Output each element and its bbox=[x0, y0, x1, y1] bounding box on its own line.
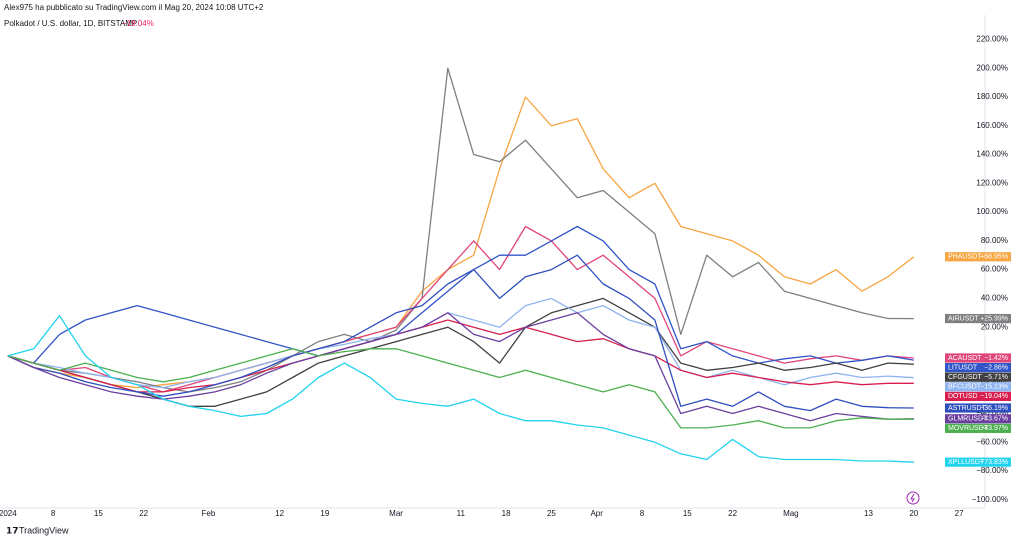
x-tick-label: 18 bbox=[502, 509, 511, 518]
end-label-value: +68.95% bbox=[980, 254, 1008, 261]
x-tick-label: 15 bbox=[94, 509, 103, 518]
x-tick-label: Mag bbox=[783, 509, 799, 518]
end-label-value: −19.04% bbox=[980, 393, 1008, 400]
end-label-name: GLMRUSDT bbox=[948, 416, 988, 423]
y-tick-label: 20.00% bbox=[981, 322, 1008, 331]
end-label-value: −15.13% bbox=[980, 384, 1008, 391]
end-label-value: −1.42% bbox=[984, 355, 1008, 362]
series-line bbox=[7, 96, 915, 389]
end-label-name: PHAUSDT bbox=[948, 254, 982, 261]
end-label-name: DOTUSD bbox=[948, 393, 978, 400]
end-label-box bbox=[945, 372, 1011, 382]
end-label-value: −73.83% bbox=[980, 459, 1008, 466]
end-label-value: −5.71% bbox=[984, 374, 1008, 381]
y-tick-label: 40.00% bbox=[981, 294, 1008, 303]
end-label-box bbox=[945, 382, 1011, 392]
x-tick-label: 11 bbox=[457, 509, 466, 518]
x-tick-label: 13 bbox=[864, 509, 873, 518]
series-line bbox=[7, 225, 914, 393]
end-label-name: ASTRUSDT bbox=[948, 405, 986, 412]
end-label-value: −2.86% bbox=[984, 364, 1008, 371]
y-tick-label: −80.00% bbox=[976, 466, 1008, 475]
series-line bbox=[7, 225, 914, 364]
end-label-value: −43.67% bbox=[980, 416, 1008, 423]
end-label-value: −43.97% bbox=[980, 425, 1008, 432]
series-line bbox=[7, 297, 914, 407]
series-line bbox=[7, 312, 914, 422]
end-label-box bbox=[945, 414, 1011, 424]
end-label-name: AIRUSDT bbox=[948, 315, 979, 322]
end-label-name: BFCUSDT bbox=[948, 384, 982, 391]
series-line bbox=[7, 254, 914, 412]
x-tick-label: 8 bbox=[640, 509, 645, 518]
end-label-box bbox=[945, 403, 1011, 413]
x-tick-label: 12 bbox=[275, 509, 284, 518]
x-tick-label: 2024 bbox=[0, 509, 17, 518]
y-tick-label: 220.00% bbox=[976, 35, 1008, 44]
x-tick-label: 25 bbox=[547, 509, 556, 518]
end-label-box bbox=[945, 423, 1011, 433]
x-tick-label: Feb bbox=[201, 509, 215, 518]
end-label-box bbox=[945, 252, 1011, 262]
brand-logo: 𝟭𝟳 bbox=[6, 525, 19, 535]
y-tick-label: 100.00% bbox=[976, 207, 1008, 216]
x-tick-label: Mar bbox=[389, 509, 403, 518]
x-tick-label: 22 bbox=[139, 509, 148, 518]
end-label-name: CFGUSDT bbox=[948, 374, 983, 381]
brand-name: TradingView bbox=[19, 525, 69, 535]
end-label-name: XPLLUSDT bbox=[948, 459, 985, 466]
x-tick-label: 22 bbox=[728, 509, 737, 518]
header-title: Alex975 ha pubblicato su TradingView.com… bbox=[4, 3, 264, 12]
y-tick-label: −60.00% bbox=[976, 437, 1008, 446]
x-tick-label: 15 bbox=[683, 509, 692, 518]
y-tick-label: −100.00% bbox=[972, 495, 1008, 504]
alert-icon-bolt bbox=[910, 493, 915, 503]
end-label-box bbox=[945, 362, 1011, 373]
end-label-box bbox=[945, 391, 1011, 401]
alert-icon[interactable] bbox=[906, 491, 920, 505]
y-tick-label: 140.00% bbox=[976, 150, 1008, 159]
y-tick-label: 60.00% bbox=[981, 265, 1008, 274]
y-tick-label: 160.00% bbox=[976, 121, 1008, 130]
end-label-box bbox=[945, 313, 1011, 324]
end-label-name: MOVRUSDT bbox=[948, 425, 989, 432]
series-line bbox=[7, 315, 914, 463]
end-label-value: +25.99% bbox=[980, 315, 1008, 322]
x-tick-label: 20 bbox=[909, 509, 918, 518]
symbol-change: −19.04% bbox=[122, 19, 154, 28]
symbol-info: Polkadot / U.S. dollar, 1D, BITSTAMP bbox=[4, 19, 137, 28]
x-tick-label: Apr bbox=[590, 509, 603, 518]
x-tick-label: 8 bbox=[51, 509, 56, 518]
end-label-box bbox=[945, 353, 1011, 363]
y-tick-label: 200.00% bbox=[976, 63, 1008, 72]
y-tick-label: 120.00% bbox=[976, 178, 1008, 187]
x-tick-label: 27 bbox=[955, 509, 964, 518]
series-line bbox=[7, 348, 914, 429]
x-tick-label: 19 bbox=[320, 509, 329, 518]
y-tick-label: 80.00% bbox=[981, 236, 1008, 245]
end-label-name: ACAUSDT bbox=[948, 355, 982, 362]
y-tick-label: 180.00% bbox=[976, 92, 1008, 101]
end-label-box bbox=[945, 457, 1011, 467]
end-label-value: −36.19% bbox=[980, 405, 1008, 412]
y-tick-label: −40.00% bbox=[976, 409, 1008, 418]
end-label-name: LITUSDT bbox=[948, 364, 978, 371]
